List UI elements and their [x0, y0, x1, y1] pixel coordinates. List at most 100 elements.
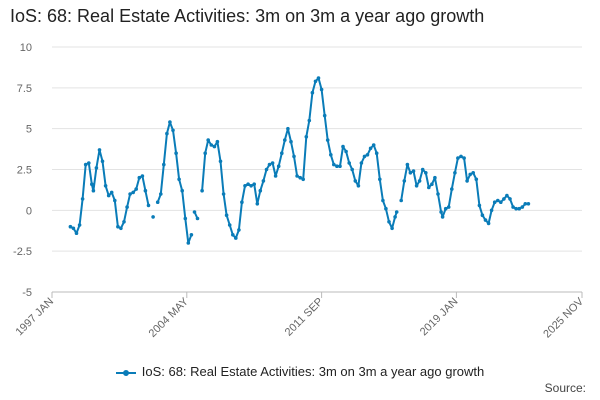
data-point: [231, 233, 235, 237]
data-point: [267, 162, 272, 167]
data-point: [159, 192, 163, 196]
data-point: [322, 113, 327, 118]
data-point: [384, 206, 388, 211]
data-point: [155, 200, 160, 204]
data-point: [511, 205, 515, 209]
data-point: [468, 172, 473, 177]
data-point: [180, 188, 184, 193]
data-point: [356, 184, 361, 188]
data-point: [140, 174, 145, 178]
legend-label: IoS: 68: Real Estate Activities: 3m on 3…: [141, 364, 485, 379]
data-point: [526, 202, 531, 206]
y-tick-label: 2.5: [17, 165, 32, 177]
data-point: [109, 190, 114, 195]
data-point: [477, 203, 482, 208]
data-point: [489, 208, 494, 213]
data-point: [116, 224, 120, 229]
data-point: [103, 184, 108, 188]
x-tick-label: 2011 SEP: [283, 296, 326, 339]
data-point: [298, 175, 303, 180]
data-point: [91, 188, 96, 193]
data-point: [276, 164, 281, 168]
data-point: [502, 197, 506, 201]
data-point: [492, 200, 497, 204]
x-axis-ticks: 1997 JAN 2004 MAY 2011 SEP 2019 JAN 2025 NOV: [13, 291, 587, 340]
data-point: [215, 139, 220, 144]
data-point: [347, 161, 352, 165]
legend-line-marker-icon: [115, 369, 136, 376]
data-point: [289, 139, 293, 144]
data-point: [517, 206, 521, 211]
data-point: [128, 192, 132, 196]
series-line: [69, 77, 529, 244]
data-point: [359, 161, 364, 165]
data-point: [353, 179, 358, 183]
data-point: [414, 184, 419, 188]
grid-layer: [52, 46, 582, 293]
data-point: [192, 210, 197, 214]
data-point: [368, 146, 373, 151]
data-point: [94, 166, 99, 170]
data-point: [246, 182, 250, 186]
data-point: [387, 220, 391, 224]
data-point: [456, 156, 460, 160]
data-point: [249, 184, 253, 188]
series-layer: [68, 76, 531, 245]
data-point: [405, 162, 410, 167]
data-point: [486, 221, 491, 226]
data-point: [224, 213, 229, 217]
data-point: [439, 210, 443, 214]
data-point: [122, 220, 126, 224]
data-point: [480, 213, 485, 217]
data-point: [450, 187, 454, 191]
data-point: [146, 203, 151, 208]
data-point: [280, 151, 284, 155]
data-point: [186, 241, 191, 245]
data-point: [273, 174, 278, 178]
data-point: [362, 154, 367, 159]
data-point: [71, 226, 76, 231]
x-tick-label: 2019 JAN: [418, 296, 461, 339]
data-point: [168, 120, 172, 124]
data-point: [258, 188, 263, 193]
data-point: [420, 167, 425, 172]
data-point: [307, 118, 312, 123]
data-point: [212, 144, 217, 149]
y-tick-label: 5: [26, 124, 32, 136]
data-point: [131, 190, 135, 195]
data-point: [143, 188, 148, 193]
data-point: [203, 151, 207, 155]
data-point: [74, 231, 79, 235]
data-point: [514, 206, 518, 211]
data-point: [319, 87, 324, 92]
data-point: [417, 179, 422, 183]
data-point: [329, 153, 333, 157]
data-point: [286, 126, 290, 131]
y-axis-ticks: 10 7.5 5 2.5 0 -2.5 -5: [13, 42, 32, 299]
data-point: [520, 205, 525, 209]
data-point: [200, 188, 204, 193]
data-point: [462, 156, 466, 160]
data-point: [411, 169, 416, 173]
data-point: [234, 236, 238, 240]
data-point: [283, 138, 287, 142]
data-point: [505, 193, 509, 198]
data-point: [338, 164, 342, 168]
data-point: [83, 162, 88, 167]
data-point: [310, 90, 315, 95]
data-point: [471, 171, 476, 175]
data-point: [252, 182, 256, 186]
data-point: [240, 200, 244, 204]
data-point: [436, 192, 440, 196]
data-point: [399, 198, 404, 203]
data-point: [371, 143, 376, 147]
source-label: Source:: [544, 381, 586, 395]
data-point: [394, 210, 399, 214]
x-tick-label: 2025 NOV: [541, 295, 586, 340]
data-point: [137, 175, 142, 180]
data-point: [433, 175, 437, 180]
data-point: [87, 161, 91, 165]
data-point: [408, 171, 413, 175]
data-point: [68, 224, 73, 229]
